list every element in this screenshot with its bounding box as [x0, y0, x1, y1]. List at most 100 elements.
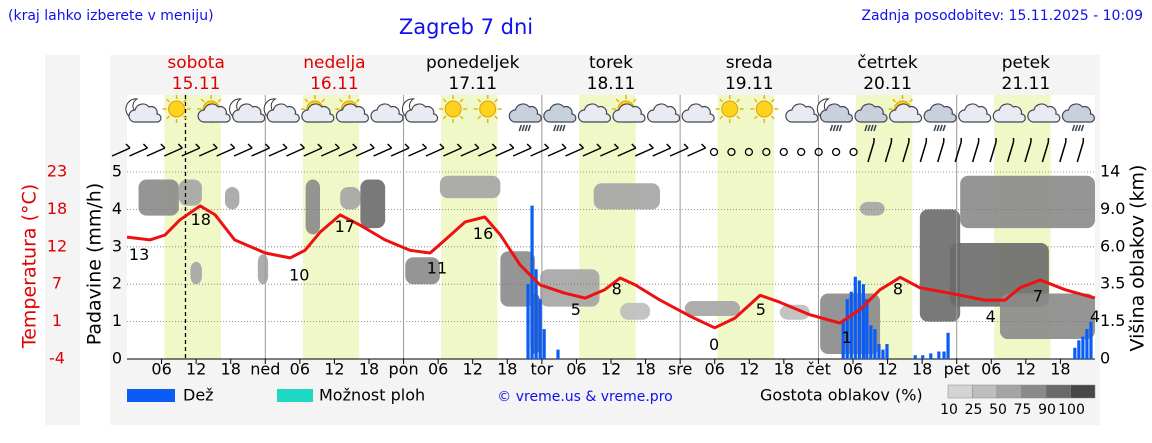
sun-ray [770, 115, 775, 120]
x-tick-label: 18 [774, 360, 794, 379]
wind-calm [831, 147, 841, 157]
wind-barb-tick [317, 143, 323, 149]
sun-ray [736, 98, 741, 103]
precipitation-bar [542, 329, 546, 359]
cloud-patch [593, 183, 660, 210]
x-tick-label: 06 [151, 360, 171, 379]
cloud-layer [138, 95, 1095, 359]
wind-barb-tick [230, 143, 236, 149]
precipitation-bar [1081, 336, 1085, 359]
wind-barb [582, 147, 602, 157]
wind-barb [565, 147, 584, 157]
wind-barb-tick [142, 143, 148, 149]
sun-ray [442, 115, 447, 120]
wind-barb-tick [247, 143, 253, 149]
temperature-label: 8 [893, 279, 903, 298]
weather-icon [681, 103, 715, 123]
sun-ray [753, 98, 758, 103]
wind-barb [338, 147, 358, 157]
cloud [508, 103, 542, 123]
sun-ray [632, 98, 637, 103]
precipitation-bar [877, 344, 881, 359]
cloud-patch [190, 261, 202, 285]
x-tick-label: 12 [463, 360, 483, 379]
credit[interactable]: © vreme.us & vreme.pro [497, 389, 672, 405]
weather-icon [785, 103, 819, 123]
sun-ray [753, 115, 758, 120]
wind-barb [1059, 141, 1067, 163]
cloud-patch [138, 179, 179, 216]
wind-barb [600, 147, 619, 157]
sun-ray [304, 98, 309, 103]
x-tick-label: pon [389, 360, 419, 379]
sun-ray [183, 98, 188, 103]
x-tick-label: pet [944, 360, 970, 379]
day-name: sreda [726, 53, 773, 73]
cloud-height-tick-label: 3.5 [1100, 274, 1125, 293]
wind-barb [634, 147, 654, 157]
wind-calm [797, 147, 806, 157]
weather-icon [229, 98, 266, 123]
temperature-label: 7 [1033, 286, 1043, 305]
rain-drop [559, 124, 563, 132]
precipitation-bar [937, 351, 941, 359]
weather-icon [402, 98, 439, 123]
sun-ray [200, 98, 205, 103]
wind-barb-tick [596, 143, 602, 149]
x-tick-label: 12 [1016, 360, 1036, 379]
weather-icon [646, 103, 681, 123]
temperature-label: 4 [986, 307, 996, 326]
location-hint[interactable]: (kraj lahko izberete v meniju) [8, 8, 214, 24]
wind-barb [971, 141, 980, 163]
cloud [958, 103, 992, 123]
temperature-tick-label: 1 [52, 311, 62, 330]
wind-barb-tick [578, 143, 585, 149]
cloud-height-tick-label: 1.5 [1100, 311, 1125, 330]
cloud-height-tick-label: 6.0 [1100, 236, 1125, 255]
sun [444, 100, 462, 118]
weather-icon [335, 95, 370, 123]
weather-icon [992, 103, 1026, 123]
wind-barb [1024, 141, 1032, 163]
weather-icon [923, 103, 957, 132]
temperature-label: 5 [571, 300, 581, 319]
rain-drop [1080, 124, 1085, 132]
wind-barb-tick [177, 143, 183, 149]
sun-ray [183, 115, 188, 120]
precipitation-bar [857, 280, 861, 359]
wind-barb-tick [299, 143, 305, 149]
y-tick-label: 2 [112, 274, 122, 293]
cloud-patch [684, 301, 741, 316]
rain-drop [553, 124, 557, 132]
temperature-label: 5 [756, 300, 766, 319]
day-name: sobota [167, 53, 225, 73]
cloud-legend-label: 75 [1014, 402, 1032, 418]
update-time: Zadnja posodobitev: 15.11.2025 - 10:09 [861, 8, 1143, 24]
day-name: petek [1002, 53, 1050, 73]
sun [721, 100, 739, 118]
rain-drop [838, 124, 843, 132]
wind-barb [460, 147, 480, 157]
weather-icon [508, 103, 542, 132]
wind-barb [512, 147, 532, 157]
wind-barb [530, 147, 549, 157]
rain-drop [870, 124, 874, 132]
x-tick-label: 12 [877, 360, 897, 379]
wind-barb [1006, 141, 1015, 163]
sun-ray [770, 98, 775, 103]
wind-barb [547, 147, 567, 157]
wind-calm [727, 147, 736, 157]
temperature-label: 0 [709, 335, 719, 354]
x-tick-label: 12 [324, 360, 344, 379]
y-tick-label: 0 [112, 349, 122, 368]
x-tick-label: 12 [601, 360, 621, 379]
wind-barb [286, 147, 305, 157]
temperature-tick-label: 23 [47, 162, 67, 181]
rain-drop [524, 124, 528, 132]
precipitation-bar [946, 332, 950, 359]
cloud-legend-swatch [1070, 384, 1096, 399]
wind-calm [709, 147, 719, 157]
day-date: 20.11 [863, 74, 912, 94]
